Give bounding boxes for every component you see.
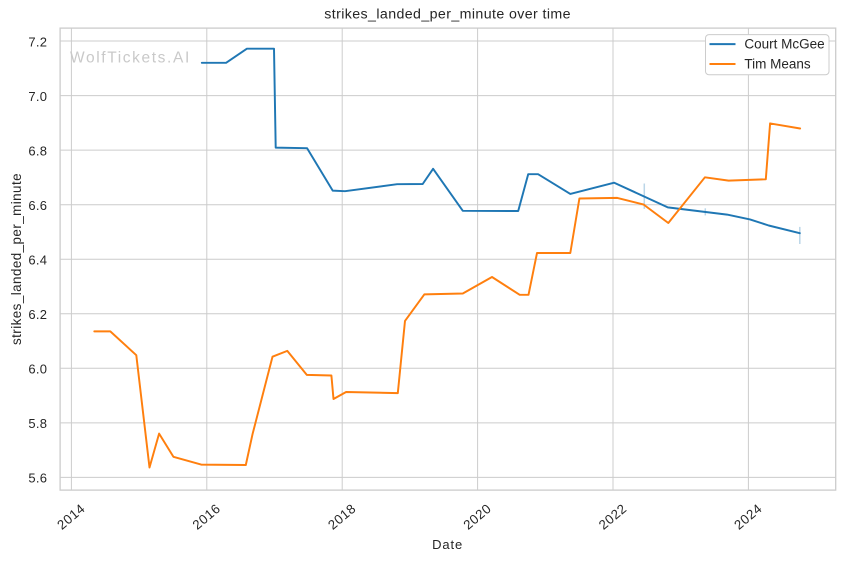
svg-text:6.2: 6.2 bbox=[28, 307, 47, 322]
svg-text:7.2: 7.2 bbox=[28, 34, 47, 49]
svg-text:Tim Means: Tim Means bbox=[744, 56, 811, 71]
svg-text:6.0: 6.0 bbox=[28, 362, 47, 377]
svg-text:7.0: 7.0 bbox=[28, 89, 47, 104]
svg-text:6.4: 6.4 bbox=[28, 253, 47, 268]
svg-text:5.6: 5.6 bbox=[28, 471, 47, 486]
svg-text:6.6: 6.6 bbox=[28, 198, 47, 213]
svg-text:WolfTickets.AI: WolfTickets.AI bbox=[70, 50, 191, 67]
svg-text:strikes_landed_per_minute over: strikes_landed_per_minute over time bbox=[324, 7, 571, 23]
svg-text:Date: Date bbox=[432, 537, 463, 552]
svg-text:6.8: 6.8 bbox=[28, 143, 47, 158]
svg-text:strikes_landed_per_minute: strikes_landed_per_minute bbox=[9, 173, 24, 345]
svg-text:5.8: 5.8 bbox=[28, 416, 47, 431]
svg-text:Court McGee: Court McGee bbox=[744, 37, 824, 52]
